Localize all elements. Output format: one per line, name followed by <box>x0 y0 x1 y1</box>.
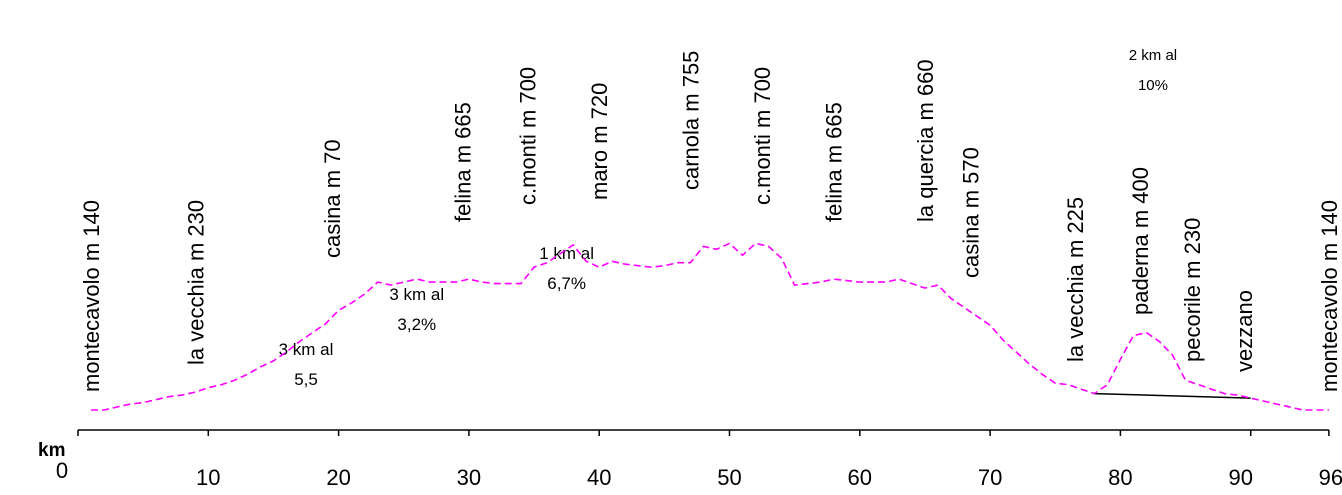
gradient-annotations: 3 km al5,53 km al3,2%1 km al6,7%2 km al1… <box>279 47 1178 389</box>
place-label: pecorile m 230 <box>1180 218 1205 362</box>
gradient-note-line: 3 km al <box>389 285 444 304</box>
place-label: felina m 665 <box>822 102 847 222</box>
gradient-note-line: 3,2% <box>397 315 436 334</box>
x-tick-label: 70 <box>978 465 1002 490</box>
place-labels: montecavolo m 140 la vecchia m 230 casina … <box>79 51 1342 392</box>
gradient-note-line: 6,7% <box>547 274 586 293</box>
place-label: casina m 570 <box>959 147 984 278</box>
x-tick-label: 96 <box>1319 465 1342 490</box>
place-label: la vecchia m 230 <box>183 200 208 365</box>
place-label: montecavolo m 140 <box>79 200 104 392</box>
x-tick-label: 20 <box>326 465 350 490</box>
x-tick-label: 0 <box>56 458 68 483</box>
place-label: casina m 70 <box>320 139 345 258</box>
x-tick-label: 40 <box>587 465 611 490</box>
place-label: montecavolo m 140 <box>1317 200 1342 392</box>
place-label: felina m 665 <box>450 102 475 222</box>
x-tick-label: 90 <box>1228 465 1252 490</box>
place-label: la vecchia m 225 <box>1063 197 1088 362</box>
gradient-note-line: 10% <box>1138 77 1168 94</box>
place-label: c.monti m 700 <box>516 67 541 205</box>
place-label: paderna m 400 <box>1128 167 1153 315</box>
place-label: c.monti m 700 <box>750 67 775 205</box>
place-label: maro m 720 <box>587 83 612 200</box>
gradient-note-line: 3 km al <box>279 340 334 359</box>
place-label: carnola m 755 <box>678 51 703 190</box>
x-axis: 0 10 20 30 40 50 60 70 80 90 96 <box>56 429 1342 490</box>
x-tick-label: 30 <box>457 465 481 490</box>
descent-baseline <box>1094 392 1251 399</box>
x-tick-label: 80 <box>1108 465 1132 490</box>
x-tick-label: 50 <box>717 465 741 490</box>
elevation-line <box>91 242 1329 411</box>
gradient-note-line: 2 km al <box>1129 47 1177 64</box>
baseline-segment <box>1094 392 1251 399</box>
place-label: la quercia m 660 <box>913 59 938 222</box>
elevation-series <box>91 242 1329 411</box>
x-tick-label: 10 <box>196 465 220 490</box>
x-axis-label: km <box>38 440 65 461</box>
place-label: vezzano <box>1232 290 1257 372</box>
gradient-note-line: 5,5 <box>294 370 318 389</box>
x-tick-label: 60 <box>848 465 872 490</box>
